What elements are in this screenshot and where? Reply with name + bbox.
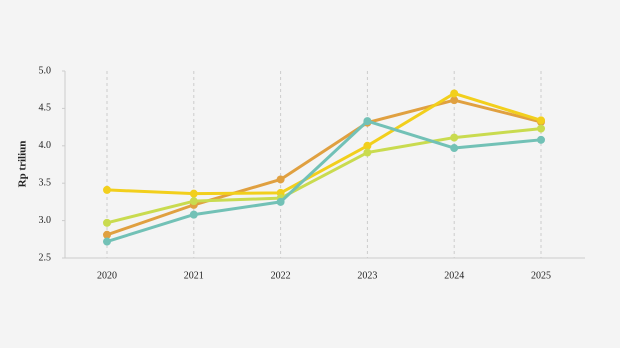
series-line <box>106 119 542 243</box>
data-point <box>537 124 545 133</box>
x-tick-label: 2022 <box>271 270 291 281</box>
data-point <box>450 133 459 142</box>
x-tick-label: 2023 <box>357 270 377 281</box>
data-point <box>450 96 459 105</box>
x-tick-label: 2021 <box>184 270 204 281</box>
y-tick-label: 3.5 <box>39 177 52 188</box>
data-point <box>103 237 111 246</box>
data-point <box>276 197 285 206</box>
data-point <box>450 144 459 153</box>
y-tick-label: 4.0 <box>39 140 52 151</box>
y-tick-label: 2.5 <box>39 252 52 263</box>
data-point <box>189 210 198 219</box>
data-point <box>363 148 372 157</box>
data-point <box>189 197 198 206</box>
y-tick-label: 5.0 <box>39 65 52 76</box>
series-line <box>106 127 542 225</box>
data-point <box>189 189 198 198</box>
data-point <box>103 218 111 227</box>
data-point <box>537 135 545 144</box>
x-tick-label: 2024 <box>444 270 464 281</box>
x-tick-label: 2025 <box>531 270 551 281</box>
data-point <box>276 175 285 184</box>
y-axis-label: Rp triliun <box>17 141 29 188</box>
y-tick-label: 4.5 <box>39 103 52 114</box>
series-line <box>106 98 542 237</box>
x-tick-label: 2020 <box>97 270 117 281</box>
series-line <box>106 91 542 196</box>
data-point <box>103 230 111 239</box>
data-point <box>450 89 459 98</box>
data-point <box>363 141 372 150</box>
data-point <box>103 185 111 194</box>
data-point <box>537 116 545 125</box>
y-tick-label: 3.0 <box>39 215 52 226</box>
data-point <box>363 117 372 126</box>
